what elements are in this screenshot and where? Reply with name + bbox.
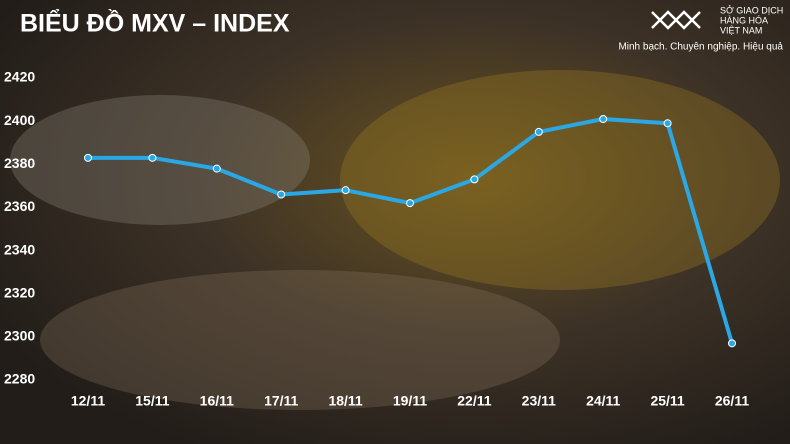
point [599, 114, 608, 123]
point [341, 186, 350, 195]
x-tick-label: 25/11 [650, 393, 684, 409]
beans-shape [40, 270, 560, 410]
point [212, 164, 221, 173]
point [728, 339, 736, 348]
x-tick-label: 15/11 [135, 393, 169, 409]
y-tick-label: 2360 [4, 198, 35, 214]
x-tick-label: 19/11 [393, 393, 427, 409]
x-tick-label: 16/11 [200, 393, 234, 409]
x-tick-label: 18/11 [328, 393, 362, 409]
point [534, 127, 543, 136]
logo-text: HÀNG HÓA [720, 15, 768, 25]
point [406, 199, 414, 208]
y-tick-label: 2340 [4, 241, 35, 257]
y-tick-label: 2400 [4, 112, 35, 128]
y-tick-label: 2320 [4, 284, 35, 300]
x-tick-label: 22/11 [457, 393, 491, 409]
logo-tagline: Minh bạch. Chuyên nghiệp. Hiệu quả [618, 42, 783, 53]
logo-mark [651, 10, 701, 30]
x-tick-label: 24/11 [586, 393, 620, 409]
y-tick-label: 2420 [4, 69, 35, 85]
logo-text: VIỆT NAM [720, 25, 762, 35]
x-tick-label: 26/11 [715, 393, 749, 409]
point [148, 153, 157, 162]
y-tick-label: 2280 [4, 371, 35, 387]
point [84, 153, 92, 162]
logo-text: SỞ GIAO DỊCH [720, 4, 783, 15]
x-tick-label: 12/11 [71, 393, 105, 409]
y-tick-label: 2380 [4, 155, 35, 171]
oil-bowl-shape [340, 70, 780, 290]
chart-title: BIỂU ĐỒ MXV – INDEX [20, 8, 290, 38]
point [470, 175, 479, 184]
x-tick-label: 23/11 [522, 393, 556, 409]
x-tick-label: 17/11 [264, 393, 298, 409]
y-tick-label: 2300 [4, 328, 35, 344]
point [277, 190, 286, 199]
point [663, 119, 672, 128]
